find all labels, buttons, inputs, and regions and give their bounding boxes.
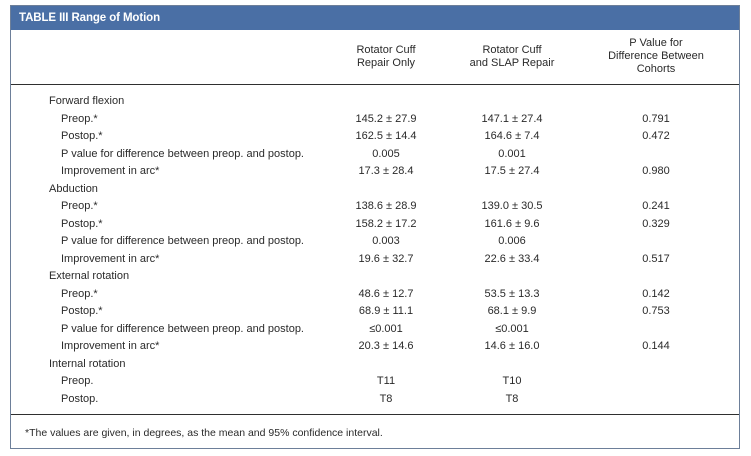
table-row: Preop.* 145.2 ± 27.9 147.1 ± 27.4 0.791 [11,111,739,127]
table-row: Postop.* 68.9 ± 11.1 68.1 ± 9.9 0.753 [11,303,739,319]
value-slap-repair: 164.6 ± 7.4 [484,130,540,142]
value-p-cohorts: 0.472 [642,130,670,142]
row-label: Preop.* [61,287,98,300]
table-row: P value for difference between preop. an… [11,233,739,249]
row-label: Postop.* [61,217,103,230]
value-repair-only: T11 [376,375,396,387]
table-group-row: Internal rotation [11,356,739,372]
row-label: Preop. [61,375,94,387]
value-p-cohorts: 0.517 [642,252,670,265]
table-row: Improvement in arc* 19.6 ± 32.7 22.6 ± 33.… [11,251,739,267]
table-header: Rotator Cuff Repair Only Rotator Cuff an… [11,30,739,85]
value-slap-repair: T10 [502,375,522,387]
table-row: Postop. T8 T8 [11,391,739,407]
value-repair-only: 158.2 ± 17.2 [355,217,417,230]
group-label: Internal rotation [49,357,126,370]
table-title: TABLE III Range of Motion [11,6,739,30]
table-footnote: *The values are given, in degrees, as th… [11,414,739,449]
value-slap-repair: 17.5 ± 27.4 [484,165,540,177]
row-label: P value for difference between preop. an… [61,147,304,160]
value-slap-repair: 147.1 ± 27.4 [481,112,543,125]
table-row: Preop.* 48.6 ± 12.7 53.5 ± 13.3 0.142 [11,286,739,302]
table-row: P value for difference between preop. an… [11,146,739,162]
value-repair-only: 19.6 ± 32.7 [358,252,414,265]
table-row: Improvement in arc* 20.3 ± 14.6 14.6 ± 16.… [11,338,739,354]
value-slap-repair: 139.0 ± 30.5 [481,200,543,212]
value-p-cohorts: 0.329 [642,217,670,230]
column-header-p-value: P Value for Difference Between Cohorts [608,37,704,75]
row-label: Preop.* [61,112,98,125]
value-slap-repair: ≤0.001 [495,322,529,335]
table-row: Improvement in arc* 17.3 ± 28.4 17.5 ± 27.… [11,163,739,179]
value-repair-only: 17.3 ± 28.4 [358,165,414,177]
value-repair-only: 68.9 ± 11.1 [358,305,414,317]
table-row: Preop.* 138.6 ± 28.9 139.0 ± 30.5 0.241 [11,198,739,214]
value-repair-only: 0.005 [372,147,400,160]
group-label: Abduction [49,182,98,195]
row-label: Improvement in arc* [61,252,160,265]
table-row: P value for difference between preop. an… [11,321,739,337]
value-repair-only: 162.5 ± 14.4 [355,130,417,142]
table-row: Postop.* 162.5 ± 14.4 164.6 ± 7.4 0.472 [11,128,739,144]
row-label: Postop. [61,392,99,405]
row-label: Improvement in arc* [61,340,160,352]
row-label: Improvement in arc* [61,165,160,177]
value-slap-repair: T8 [505,392,519,405]
table-group-row: Abduction [11,181,739,197]
value-slap-repair: 0.001 [498,147,526,160]
value-p-cohorts: 0.980 [642,165,670,177]
group-label: Forward flexion [49,95,125,107]
value-repair-only: 20.3 ± 14.6 [358,340,414,352]
group-label: External rotation [49,270,130,282]
value-slap-repair: 68.1 ± 9.9 [487,305,537,317]
value-slap-repair: 14.6 ± 16.0 [484,340,540,352]
row-label: Preop.* [61,200,98,212]
value-slap-repair: 161.6 ± 9.6 [484,217,540,230]
table-group-row: External rotation [11,268,739,284]
value-p-cohorts: 0.791 [642,112,670,125]
value-repair-only: 48.6 ± 12.7 [358,287,414,300]
row-label: P value for difference between preop. an… [61,322,304,335]
value-repair-only: T8 [379,392,393,405]
value-slap-repair: 53.5 ± 13.3 [484,287,540,300]
range-of-motion-table: TABLE III Range of Motion Rotator Cuff R… [10,5,740,449]
table-group-row: Forward flexion [11,93,739,109]
value-repair-only: 138.6 ± 28.9 [355,200,417,212]
value-p-cohorts: 0.753 [642,305,670,317]
column-header-slap-repair: Rotator Cuff and SLAP Repair [469,44,555,69]
value-slap-repair: 22.6 ± 33.4 [484,252,540,265]
row-label: Postop.* [61,130,103,142]
row-label: P value for difference between preop. an… [61,235,304,247]
value-p-cohorts: 0.142 [642,287,670,300]
column-header-repair-only: Rotator Cuff Repair Only [356,44,416,69]
row-label: Postop.* [61,305,103,317]
table-row: Preop. T11 T10 [11,373,739,389]
value-repair-only: 0.003 [372,235,400,247]
value-p-cohorts: 0.241 [642,200,670,212]
value-p-cohorts: 0.144 [642,340,670,352]
value-repair-only: 145.2 ± 27.9 [355,112,417,125]
table-row: Postop.* 158.2 ± 17.2 161.6 ± 9.6 0.329 [11,216,739,232]
value-repair-only: ≤0.001 [369,322,403,335]
value-slap-repair: 0.006 [498,235,526,247]
